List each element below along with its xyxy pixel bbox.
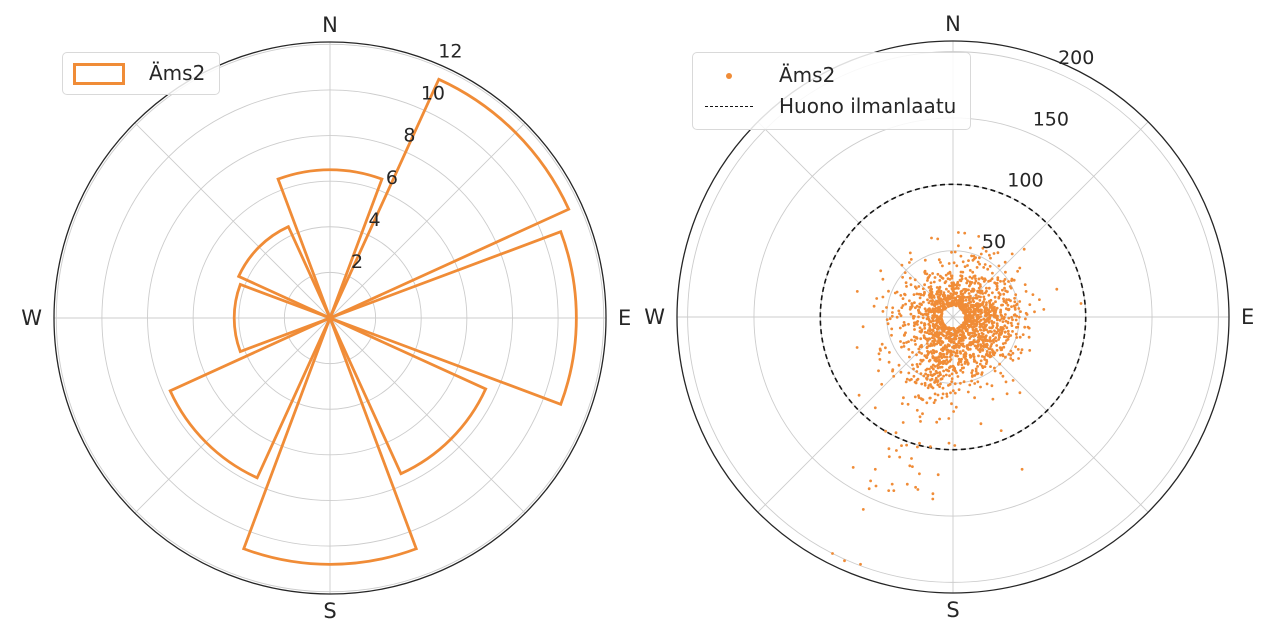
windrose-bar-N [276,168,384,322]
grid-spoke-225 [134,317,331,514]
grid-spoke-45 [329,122,526,319]
scatter-cardinal-labels: N E S W [644,12,1254,622]
cardinal-label-N: N [322,13,338,37]
threshold-marker-col [703,106,755,107]
windrose-legend-label: Äms2 [149,61,206,85]
windrose-legend-row: Äms2 [73,58,205,89]
rtick-label-150: 150 [1033,108,1069,130]
dashed-line-marker-icon [705,106,753,107]
cardinal-label-E: E [1241,305,1254,329]
scatter-dot-marker-icon [726,72,732,79]
scatter-series-legend-row: Äms2 [703,60,956,91]
rtick-label-4: 4 [368,209,380,231]
windrose-legend: Äms2 [62,52,221,95]
windrose-bar-W [232,282,334,354]
rtick-label-100: 100 [1007,170,1043,192]
grid-spoke-135 [329,317,526,514]
cardinal-label-S: S [323,599,336,623]
windrose-legend-marker-col [73,62,125,85]
rtick-label-2: 2 [351,251,363,273]
grid-spoke-315 [757,121,954,318]
threshold-circle [819,183,1087,451]
threshold-legend-row: Huono ilmanlaatu [703,91,956,122]
cardinal-label-E: E [618,306,631,330]
rtick-label-6: 6 [386,167,398,189]
windrose-bar-SW [168,315,333,480]
rtick-label-200: 200 [1058,47,1094,69]
polar-spine [53,41,607,595]
scatter-polar-axes [676,40,1230,594]
bar-outline-marker-icon [73,62,125,85]
polar-spine [676,40,1230,594]
grid-spoke-135 [952,316,1149,513]
bar-polar-axes [53,41,607,595]
windrose-bar-NW [236,224,333,321]
rtick-label-12: 12 [438,40,462,62]
windrose-bars [168,77,578,566]
scatter-rtick-labels: 50 100 150 200 [982,47,1094,253]
windrose-bar-SE [327,315,488,476]
rtick-label-10: 10 [421,83,445,105]
windrose-bar-E [326,229,578,407]
grid-spoke-315 [134,122,331,319]
threshold-legend-label: Huono ilmanlaatu [779,94,957,118]
windrose-bar-S [241,314,419,566]
scatter-series-marker-col [703,72,755,79]
cardinal-label-N: N [945,12,961,36]
cardinal-label-S: S [946,598,959,622]
cardinal-label-W: W [644,305,665,329]
bar-cardinal-labels: N E S W [21,13,631,623]
grid-spoke-225 [757,316,954,513]
scatter-series-legend-label: Äms2 [779,63,836,87]
windrose-bar-NE [327,77,571,321]
grid-spoke-45 [952,121,1149,318]
scatter-legend: Äms2 Huono ilmanlaatu [692,52,972,130]
scatter-points [831,231,1083,566]
cardinal-label-W: W [21,306,42,330]
rtick-label-50: 50 [982,231,1006,253]
rtick-label-8: 8 [403,125,415,147]
